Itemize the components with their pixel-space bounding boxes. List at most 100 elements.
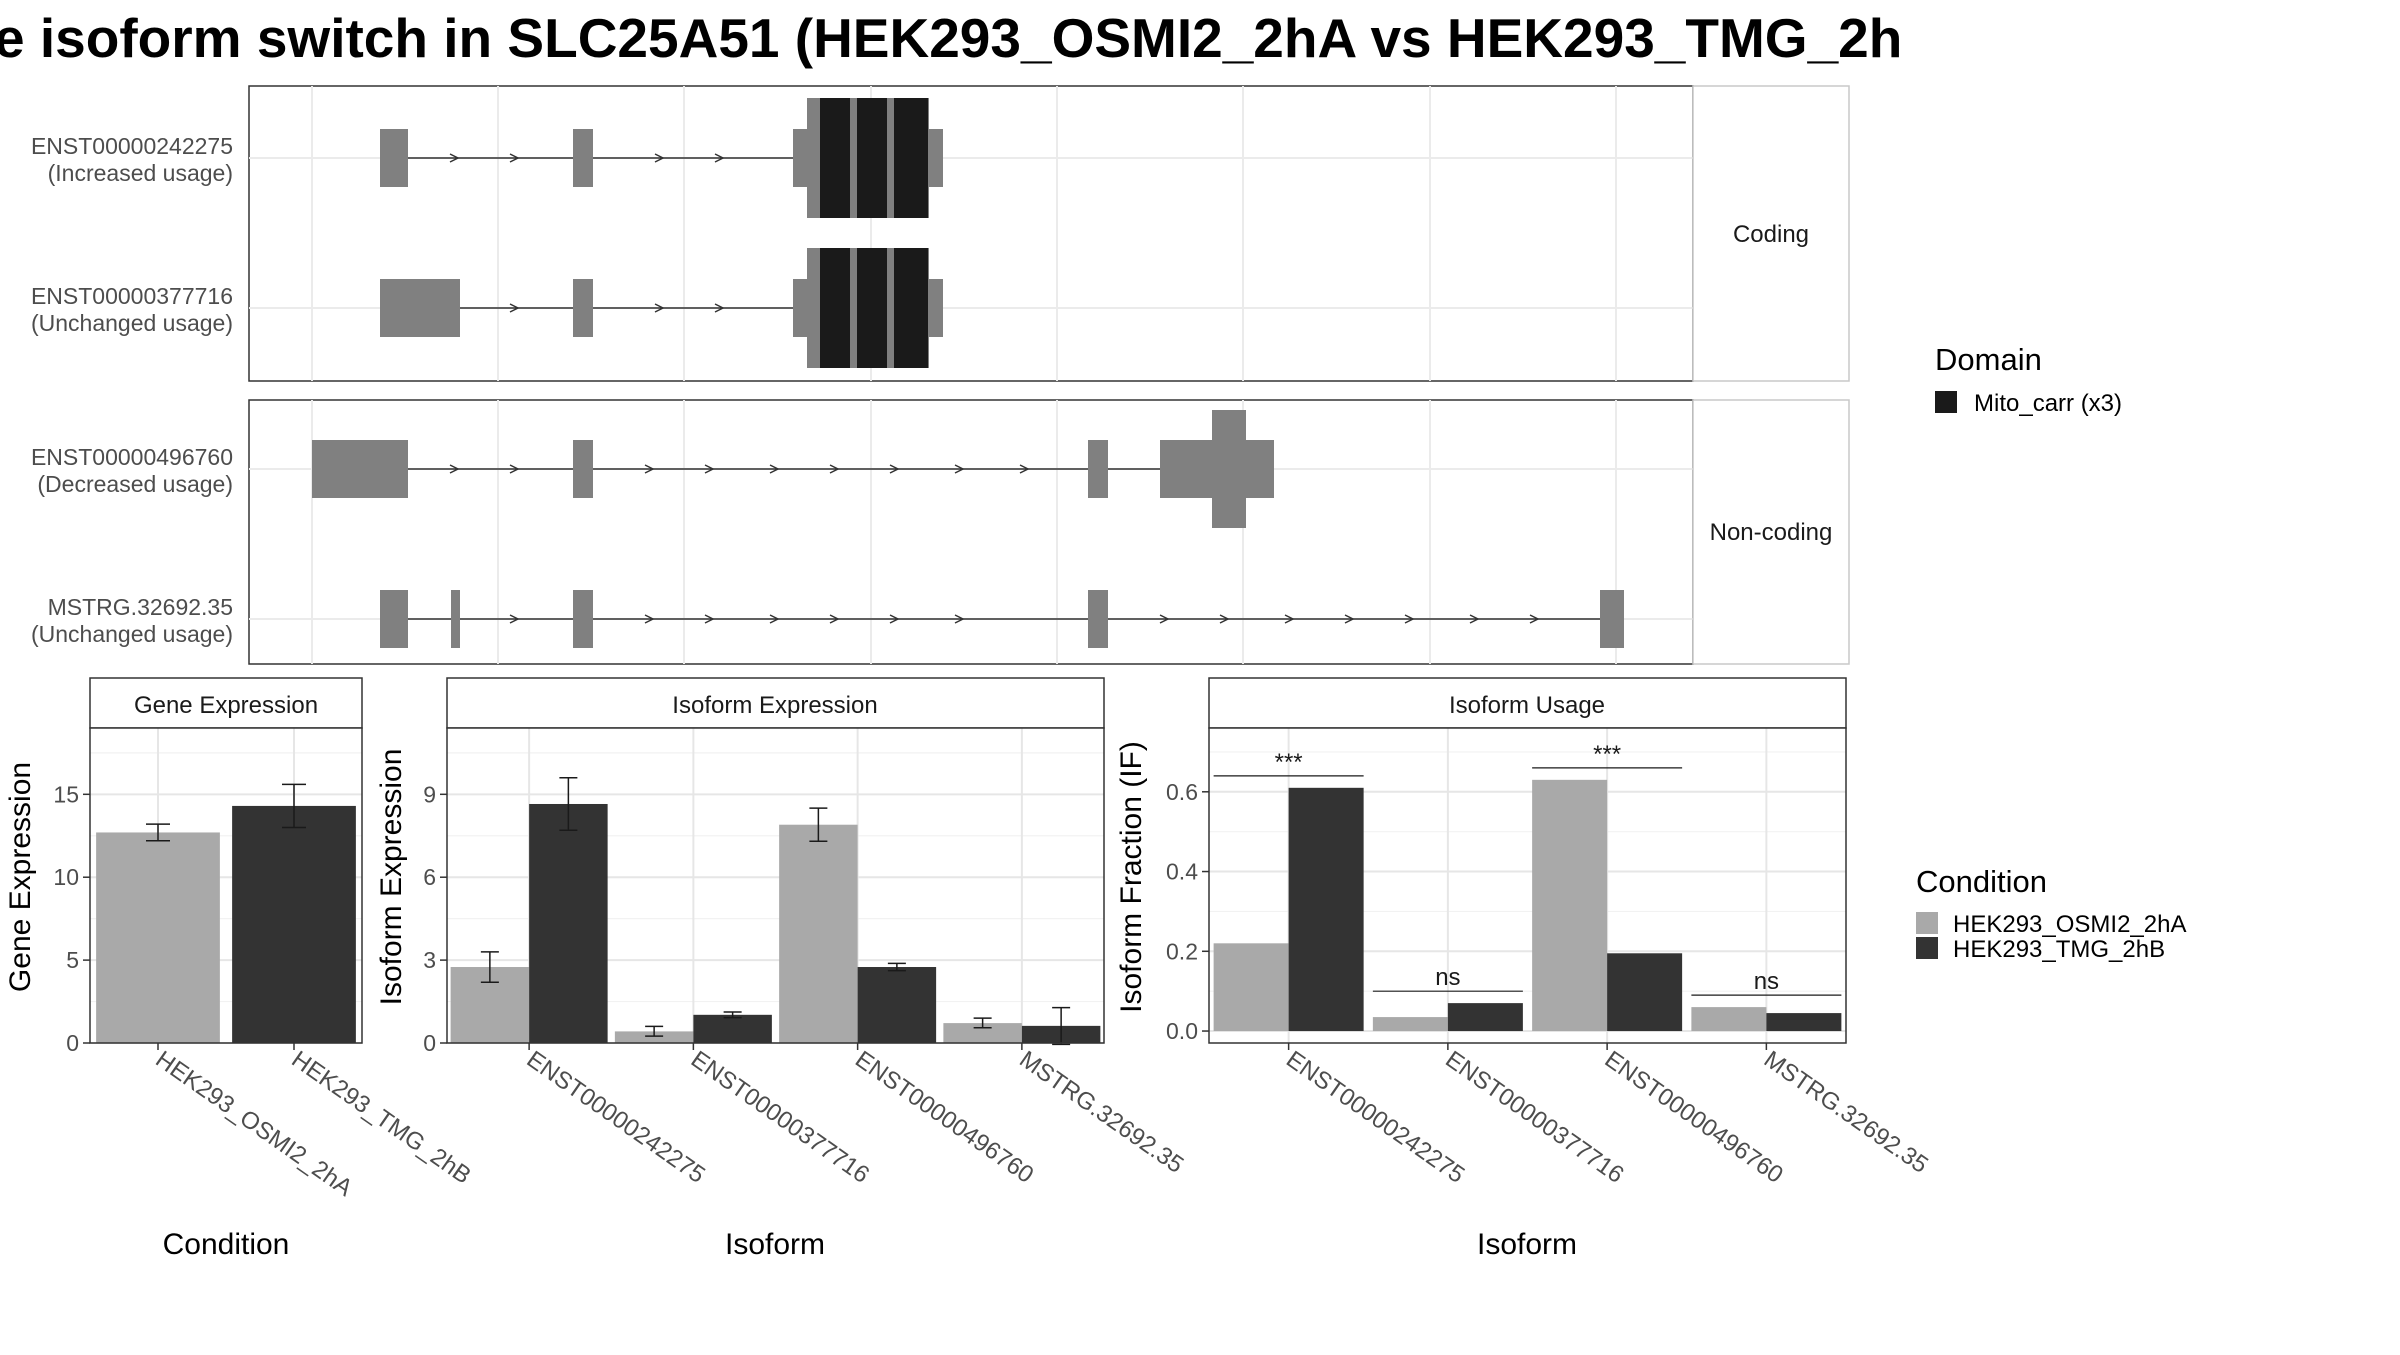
exon-block	[573, 440, 593, 498]
y-tick-label: 0.6	[1166, 779, 1198, 805]
intron-arrow	[1219, 614, 1230, 624]
chart-panel-isoform-expression: Isoform Expression 0369ENST00000242275EN…	[375, 677, 1188, 1261]
bar	[1288, 787, 1364, 1032]
bar	[1691, 1007, 1767, 1032]
structure-panel-noncoding	[248, 399, 1694, 665]
exon-block	[573, 129, 593, 187]
bar	[693, 1014, 772, 1043]
facet-label-noncoding: Non-coding	[1710, 519, 1833, 546]
intron-arrow	[644, 464, 655, 474]
exon-block	[451, 590, 460, 648]
significance-label: ***	[1275, 749, 1303, 776]
legend-condition-label: HEK293_TMG_2hB	[1953, 936, 2165, 963]
x-axis-label: Isoform	[725, 1228, 825, 1261]
domain-block	[857, 248, 887, 368]
intron-arrow	[714, 153, 725, 163]
bar	[529, 803, 608, 1043]
exon-block	[380, 129, 408, 187]
bar	[614, 1031, 694, 1043]
exon-block	[929, 279, 943, 337]
intron-arrow	[644, 614, 655, 624]
exon-block	[1088, 590, 1108, 648]
y-tick-label: 0	[423, 1030, 436, 1056]
y-tick-label: 10	[53, 864, 79, 890]
y-tick-label: 0.0	[1166, 1018, 1198, 1044]
panel-strip	[1208, 677, 1847, 729]
facet-strip-noncoding	[1692, 399, 1850, 665]
chart-panel-isoform-usage: Isoform Usage 0.00.20.40.6***ns***nsENST…	[1115, 677, 1933, 1261]
domain-block	[857, 98, 887, 218]
exon-block	[929, 129, 943, 187]
isoform-label-id: ENST00000377716	[31, 283, 233, 309]
y-tick-label: 0	[66, 1030, 79, 1056]
isoform-track	[380, 248, 943, 368]
y-tick-label: 15	[53, 781, 79, 807]
plot-border	[89, 727, 363, 1044]
intron-arrow	[509, 464, 520, 474]
isoform-label-id: ENST00000242275	[31, 133, 233, 159]
exon-block	[1600, 590, 1624, 648]
intron-arrow	[654, 303, 665, 313]
bar	[1607, 953, 1683, 1032]
bar	[1372, 1017, 1448, 1032]
intron-arrow	[509, 614, 520, 624]
x-tick-label: MSTRG.32692.35	[1014, 1046, 1188, 1179]
isoform-labels: ENST00000242275 (Increased usage) ENST00…	[31, 133, 233, 647]
x-tick-label: ENST00000496760	[850, 1046, 1038, 1189]
x-tick-label: ENST00000377716	[686, 1046, 874, 1189]
y-tick-label: 6	[423, 864, 436, 890]
isoform-track	[312, 410, 1274, 528]
bar	[1213, 943, 1289, 1032]
exon-block	[573, 279, 593, 337]
intron-arrow	[889, 464, 900, 474]
intron-arrow	[954, 614, 965, 624]
isoform-track	[380, 98, 943, 218]
x-tick-label: MSTRG.32692.35	[1759, 1046, 1933, 1179]
intron-arrow	[829, 464, 840, 474]
exon-block	[573, 590, 593, 648]
intron-arrow	[889, 614, 900, 624]
isoform-label-id: ENST00000496760	[31, 444, 233, 470]
structure-panel-coding	[248, 85, 1694, 382]
isoform-label-note: (Increased usage)	[48, 160, 233, 186]
exon-block	[312, 440, 408, 498]
isoform-track	[380, 590, 1624, 648]
bar	[779, 824, 858, 1043]
chart-plot: 0.00.20.40.6***ns***nsENST00000242275ENS…	[1166, 727, 1933, 1189]
exon-block	[380, 590, 408, 648]
intron-arrow	[1404, 614, 1415, 624]
figure-title: e isoform switch in SLC25A51 (HEK293_OSM…	[0, 7, 1902, 69]
plot-border	[1208, 727, 1847, 1044]
intron-arrow	[1529, 614, 1540, 624]
legend-condition-title: Condition	[1916, 864, 2047, 899]
bar	[943, 1023, 1022, 1043]
intron-arrow	[1469, 614, 1480, 624]
intron-arrow	[769, 464, 780, 474]
y-axis-label: Isoform Expression	[375, 749, 408, 1006]
isoform-label-note: (Unchanged usage)	[31, 621, 233, 647]
intron-arrow	[954, 464, 965, 474]
y-tick-label: 5	[66, 947, 79, 973]
intron-arrow	[829, 614, 840, 624]
y-tick-label: 0.4	[1166, 859, 1198, 885]
bar	[857, 967, 937, 1043]
exon-block	[380, 279, 460, 337]
intron-arrow	[509, 153, 520, 163]
panel-strip	[446, 677, 1105, 729]
intron-arrow	[1019, 464, 1030, 474]
exon-block	[793, 279, 807, 337]
intron-arrow	[1284, 614, 1295, 624]
y-tick-label: 3	[423, 947, 436, 973]
chart-plot: 0 3 6 9 ENST00000242275ENST00000377716ENST00…	[423, 727, 1188, 1189]
x-axis-label: Condition	[163, 1228, 290, 1261]
facet-label-coding: Coding	[1733, 221, 1809, 248]
intron-arrow	[654, 153, 665, 163]
domain-block	[894, 98, 928, 218]
panel-title: Isoform Expression	[672, 692, 877, 719]
intron-arrow	[1159, 614, 1170, 624]
legend-domain-swatch	[1935, 391, 1957, 413]
legend-condition-label: HEK293_OSMI2_2hA	[1953, 911, 2186, 938]
intron-arrow	[449, 153, 460, 163]
